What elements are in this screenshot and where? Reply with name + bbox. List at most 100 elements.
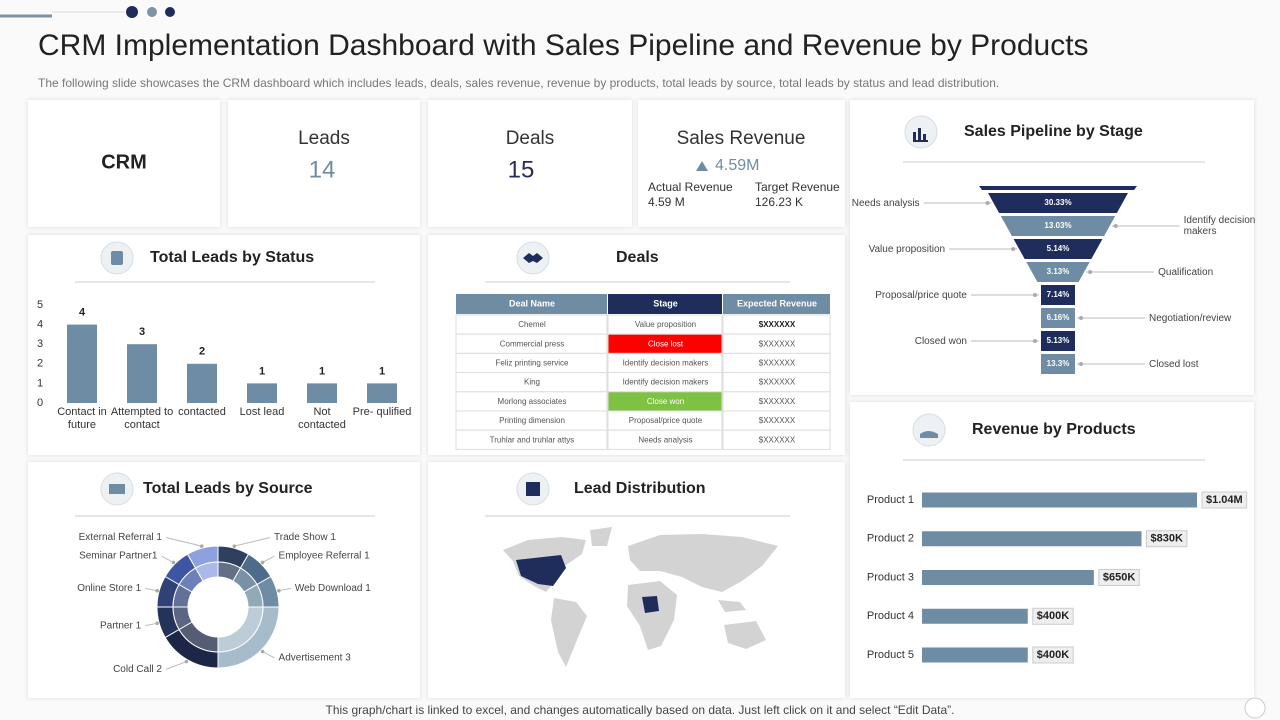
stage-label-box: Qualification [1158, 267, 1213, 278]
x-tick-label-box: Contact in future [57, 406, 107, 431]
stage-label: Closed lost [1149, 358, 1199, 370]
funnel-segment [1041, 308, 1075, 328]
card [28, 100, 220, 227]
table-cell-text: Printing dimension [499, 416, 565, 425]
data-label: $400K [1037, 610, 1069, 622]
y-tick-label: 2 [37, 358, 43, 370]
label-box [1098, 569, 1140, 586]
data-label: 13.03% [1044, 221, 1071, 230]
table-header-cell [723, 294, 830, 314]
table-cell-text: $XXXXXX [759, 416, 796, 425]
stage-label-box: Closed lost [1149, 358, 1199, 370]
table-cell-text: Chemel [518, 320, 546, 329]
leader-dot [260, 649, 265, 654]
data-label: Partner 1 [100, 620, 142, 631]
land [551, 598, 587, 667]
leader-dot [1033, 293, 1037, 297]
table-header-cell [456, 294, 607, 314]
stage-label: Value proposition [868, 243, 946, 255]
deco-dot [165, 7, 175, 17]
leader-dot [155, 588, 159, 593]
x-tick-label: Contact in future [57, 406, 107, 431]
leader-dot [260, 560, 265, 565]
table-cell-text: Close lost [648, 339, 684, 348]
label-box [1032, 646, 1074, 664]
table-cell-text: Close won [647, 397, 684, 406]
y-tick-label: Product 5 [867, 649, 914, 661]
kpi-value: 4.59M [715, 157, 759, 174]
stage-label-box: Needs analysis [851, 197, 920, 209]
icon-glyphs [109, 128, 938, 496]
stage-label-box: Proposal/price quote [875, 290, 967, 301]
chart-title: Total Leads by Status [150, 249, 314, 266]
chart-title: Sales Pipeline by Stage [964, 123, 1143, 140]
data-label: 4 [79, 307, 86, 319]
bar [922, 608, 1028, 624]
leader-dot [171, 560, 176, 565]
highlighted-region [516, 555, 566, 586]
footer-note: This graph/chart is linked to excel, and… [326, 703, 955, 717]
land [590, 527, 612, 546]
kpi-sub-label: Target Revenue [755, 180, 840, 194]
data-label: 5.13% [1047, 336, 1070, 345]
data-label: $650K [1103, 571, 1135, 583]
kpi-sub-value: 126.23 K [755, 195, 803, 209]
leader-dot [184, 659, 189, 664]
x-tick-label: Pre- qulified [352, 406, 412, 418]
x-tick-label-box: Attempted to contact [111, 406, 173, 431]
table-cell-text: Identify decision makers [623, 378, 709, 387]
funnel-rim [979, 186, 1137, 190]
icon-glyph [526, 482, 540, 496]
chart-title: Total Leads by Source [143, 480, 313, 497]
table-cell-text: $XXXXXX [759, 378, 796, 387]
table-header: Stage [653, 298, 678, 308]
leader-dot [277, 588, 281, 593]
leader-line [145, 622, 158, 627]
bar [367, 383, 397, 403]
table-cell-text: Morlong associates [498, 397, 567, 406]
leader-line [262, 651, 275, 659]
y-tick-label: 5 [37, 299, 43, 311]
icon-glyph [111, 251, 123, 265]
y-tick-label: 3 [37, 338, 43, 350]
card [638, 100, 845, 227]
leader-line [234, 536, 271, 547]
leader-line [165, 661, 187, 670]
icon-glyph [920, 431, 938, 438]
icon-glyph [523, 253, 543, 263]
data-label: $1.04M [1206, 494, 1243, 506]
crm-label: CRM [101, 151, 147, 173]
bar [922, 570, 1094, 585]
icon-glyph [913, 128, 928, 142]
y-tick-label: 4 [37, 319, 43, 331]
stage-label: Negotiation/review [1149, 312, 1232, 324]
data-label: 1 [319, 365, 325, 377]
data-label: 6.16% [1047, 313, 1070, 322]
stage-label: Closed won [914, 335, 967, 347]
table-cell-text: Truhlar and truhlar attys [490, 435, 575, 444]
funnel-segment [1000, 216, 1116, 236]
funnel-segment [1041, 331, 1075, 351]
table-cell-text: Proposal/price quote [629, 416, 703, 425]
deco-dot [147, 7, 157, 17]
card [428, 462, 845, 698]
stage-label: Needs analysis [851, 197, 920, 209]
table-cell-text: $XXXXXX [759, 397, 796, 406]
leader-dot [1079, 362, 1083, 366]
land [718, 600, 746, 612]
table-cell-text: Feliz printing service [496, 359, 569, 368]
land [724, 621, 766, 649]
y-tick-label: Product 4 [867, 610, 914, 622]
section-title: Lead Distribution [574, 480, 706, 497]
table-cell [607, 429, 723, 450]
data-label: 30.33% [1044, 198, 1071, 207]
leader-line [161, 555, 174, 563]
page-subtitle: The following slide showcases the CRM da… [38, 76, 999, 90]
table-cell-text: $XXXXXX [759, 359, 796, 368]
world-map [503, 527, 778, 667]
bar [127, 344, 157, 403]
data-label: $400K [1037, 649, 1069, 661]
data-label: External Referral 1 [79, 532, 163, 543]
y-tick-label: 1 [37, 377, 43, 389]
table-cell-text: Commercial press [500, 339, 564, 348]
